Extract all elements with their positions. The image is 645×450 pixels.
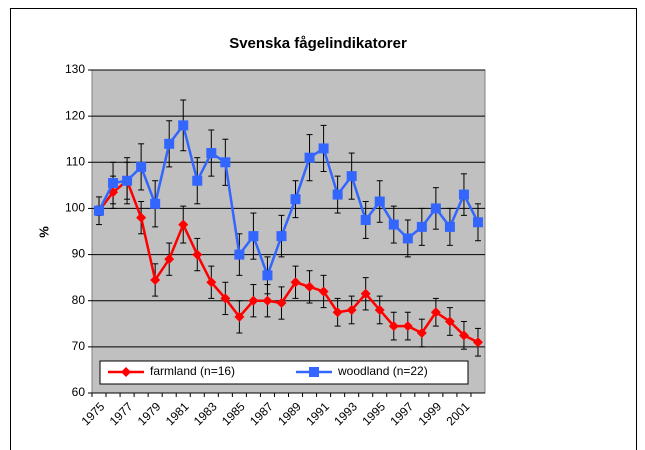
marker bbox=[360, 288, 371, 299]
marker bbox=[164, 138, 175, 149]
marker bbox=[234, 311, 245, 322]
marker bbox=[108, 178, 119, 189]
marker bbox=[220, 157, 231, 168]
marker bbox=[206, 277, 217, 288]
y-tick-label: 130 bbox=[65, 62, 85, 76]
marker bbox=[318, 143, 329, 154]
marker bbox=[178, 219, 189, 230]
marker bbox=[234, 249, 245, 260]
marker bbox=[430, 307, 441, 318]
y-axis-label: % bbox=[36, 226, 51, 238]
marker bbox=[444, 316, 455, 327]
marker bbox=[248, 231, 259, 242]
y-tick-label: 80 bbox=[72, 293, 86, 307]
marker bbox=[472, 337, 483, 348]
marker bbox=[416, 221, 427, 232]
series-line bbox=[98, 178, 479, 344]
marker bbox=[220, 293, 231, 304]
marker bbox=[360, 214, 371, 225]
marker bbox=[374, 196, 385, 207]
marker bbox=[276, 231, 287, 242]
y-tick-label: 90 bbox=[72, 247, 86, 261]
marker bbox=[136, 161, 147, 172]
marker bbox=[192, 175, 203, 186]
marker bbox=[304, 152, 315, 163]
marker bbox=[309, 367, 319, 377]
marker bbox=[458, 189, 469, 200]
series-line bbox=[97, 122, 480, 280]
y-tick-label: 70 bbox=[72, 339, 86, 353]
marker bbox=[430, 203, 441, 214]
marker bbox=[374, 304, 385, 315]
marker bbox=[304, 281, 315, 292]
marker bbox=[346, 171, 357, 182]
legend bbox=[99, 360, 469, 385]
marker bbox=[248, 295, 259, 306]
marker bbox=[290, 194, 301, 205]
y-tick-label: 120 bbox=[65, 108, 85, 122]
legend-label: farmland (n=16) bbox=[150, 364, 235, 378]
marker bbox=[402, 321, 413, 332]
marker bbox=[416, 328, 427, 339]
marker bbox=[444, 221, 455, 232]
marker bbox=[262, 295, 273, 306]
marker bbox=[388, 219, 399, 230]
marker bbox=[262, 270, 273, 281]
marker bbox=[121, 367, 131, 377]
marker bbox=[164, 254, 175, 265]
marker bbox=[122, 175, 133, 186]
y-tick-label: 60 bbox=[72, 385, 86, 399]
marker bbox=[94, 205, 105, 216]
marker bbox=[472, 217, 483, 228]
marker bbox=[276, 298, 287, 309]
marker bbox=[206, 148, 217, 159]
marker bbox=[388, 321, 399, 332]
marker bbox=[150, 198, 161, 209]
y-tick-label: 110 bbox=[66, 154, 85, 168]
marker bbox=[290, 277, 301, 288]
marker bbox=[346, 304, 357, 315]
chart-title: Svenska fågelindikatorer bbox=[229, 35, 407, 52]
y-tick-label: 100 bbox=[65, 201, 85, 215]
marker bbox=[332, 307, 343, 318]
marker bbox=[178, 120, 189, 131]
marker bbox=[192, 249, 203, 260]
marker bbox=[458, 330, 469, 341]
marker bbox=[332, 189, 343, 200]
legend-label: woodland (n=22) bbox=[337, 364, 428, 378]
marker bbox=[150, 274, 161, 285]
marker bbox=[402, 233, 413, 244]
marker bbox=[136, 212, 147, 223]
marker bbox=[318, 286, 329, 297]
